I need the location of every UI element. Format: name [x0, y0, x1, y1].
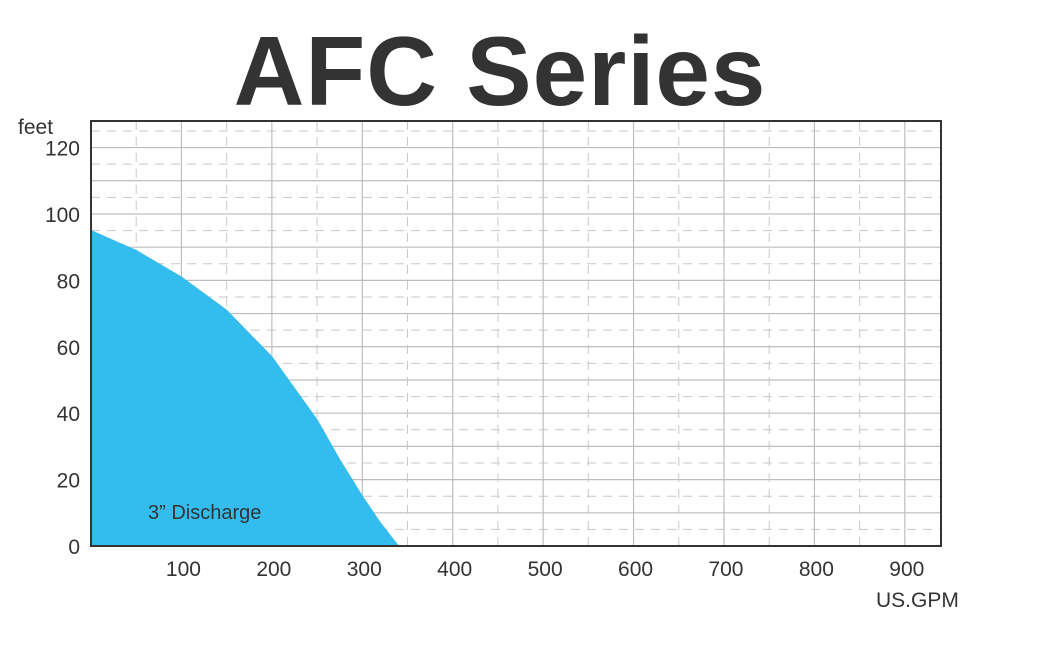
x-tick-label: 100	[166, 558, 201, 581]
series-fill	[90, 229, 400, 547]
y-tick-label: 40	[57, 403, 80, 426]
x-tick-label: 500	[528, 558, 563, 581]
x-tick-label: 600	[618, 558, 653, 581]
y-axis-ticks: 0 20 40 60 80 100 120	[45, 138, 80, 559]
series-area	[90, 229, 400, 547]
y-tick-label: 60	[57, 337, 80, 360]
y-tick-label: 100	[45, 204, 80, 227]
x-tick-label: 200	[256, 558, 291, 581]
x-tick-label: 300	[347, 558, 382, 581]
x-tick-label: 400	[437, 558, 472, 581]
y-tick-label: 20	[57, 470, 80, 493]
y-tick-label: 0	[68, 536, 80, 559]
y-tick-label: 80	[57, 270, 80, 293]
series-label: 3” Discharge	[148, 502, 261, 524]
x-axis-label: US.GPM	[876, 589, 959, 612]
y-tick-label: 120	[45, 138, 80, 161]
x-axis-ticks: 100 200 300 400 500 600 700 800 900	[166, 558, 924, 581]
plot-frame	[90, 120, 942, 547]
x-tick-label: 900	[889, 558, 924, 581]
chart-title: AFC Series	[233, 16, 767, 126]
x-tick-label: 800	[799, 558, 834, 581]
y-axis-label: feet	[18, 116, 53, 139]
x-tick-label: 700	[708, 558, 743, 581]
